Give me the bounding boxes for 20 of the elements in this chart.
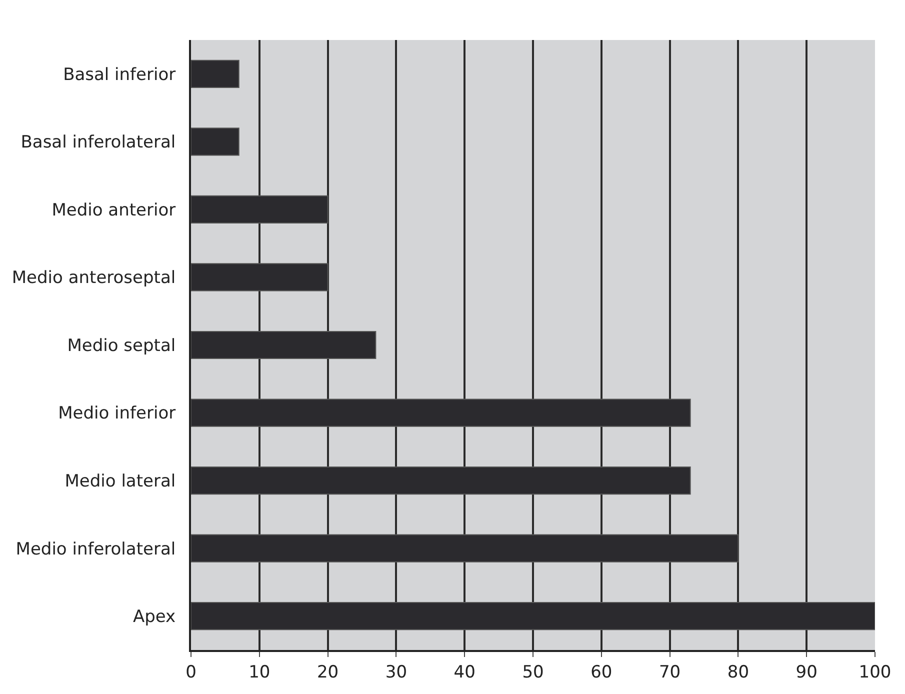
y-tick-label: Medio septal — [67, 336, 176, 356]
y-tick-label: Medio inferior — [58, 404, 176, 424]
y-tick-label: Medio anteroseptal — [12, 268, 176, 288]
x-tick-label: 20 — [316, 662, 339, 682]
x-tick-label: 90 — [796, 662, 818, 682]
y-tick-label: Basal inferior — [63, 64, 176, 85]
y-tick-label: Apex — [132, 607, 176, 628]
y-tick-label: Medio lateral — [64, 472, 176, 492]
x-tick-label: 70 — [658, 662, 681, 682]
x-tick-label: 50 — [522, 662, 544, 682]
y-tick-label: Basal inferolateral — [20, 132, 176, 153]
x-tick-label: 80 — [727, 662, 750, 682]
x-tick-label: 40 — [454, 662, 476, 682]
y-tick-label: Medio anterior — [52, 200, 176, 220]
x-tick-label: 60 — [590, 662, 612, 682]
x-tick-label: 0 — [186, 662, 196, 682]
x-tick-label: 30 — [385, 662, 408, 682]
x-tick-label: 10 — [248, 662, 270, 682]
y-tick-label: Medio inferolateral — [16, 539, 176, 560]
x-tick-label: 100 — [858, 662, 892, 682]
